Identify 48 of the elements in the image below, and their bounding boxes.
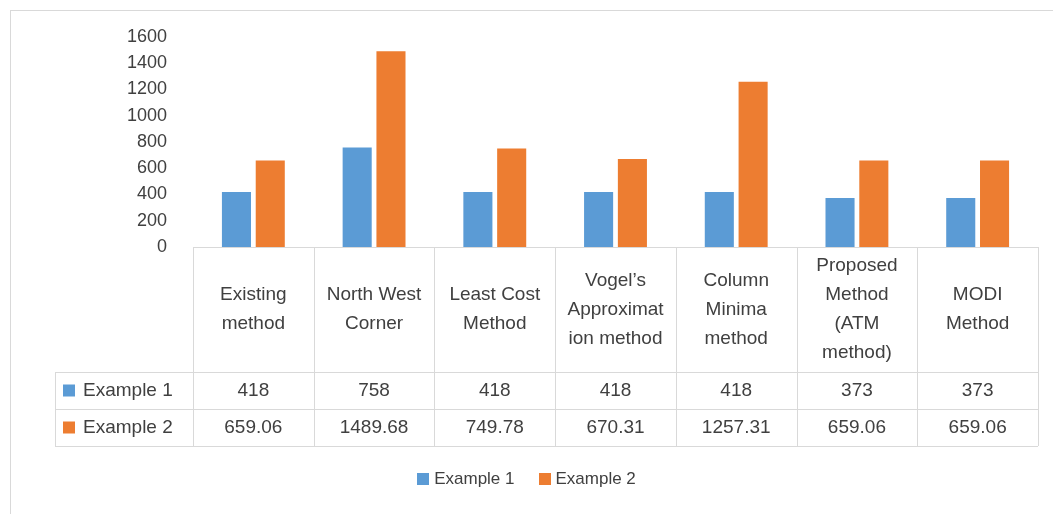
data-label: 659.06	[224, 415, 283, 437]
bar	[825, 198, 855, 247]
text: Example 2	[555, 469, 636, 488]
data-label: 373	[841, 378, 873, 400]
text: Example 1	[434, 469, 515, 488]
data-label: 659.06	[948, 415, 1007, 437]
bar	[704, 192, 734, 247]
data-label: 749.78	[465, 415, 524, 437]
data-label: 418	[720, 378, 753, 400]
legend-label: Example 2	[83, 415, 173, 437]
x-tick-label: Vogel’s Approximation method	[567, 268, 665, 348]
y-tick-label: 1600	[126, 25, 167, 46]
bar	[497, 148, 527, 247]
y-tick-label: 0	[156, 235, 167, 256]
y-tick-label: 1000	[126, 104, 167, 125]
bar	[980, 160, 1010, 247]
x-tick-label: Existing method	[220, 283, 287, 334]
bar	[738, 81, 768, 247]
y-tick-label: 1400	[126, 52, 167, 73]
bar	[859, 160, 889, 247]
legend-label: Example 1	[83, 378, 173, 400]
data-label: 373	[961, 378, 994, 400]
data-label: 670.31	[586, 415, 645, 437]
data-label: 1257.31	[701, 415, 771, 437]
x-tick-label: MODI Method	[945, 283, 1010, 334]
x-tick-label: Column Minima method	[703, 268, 769, 348]
bar	[221, 192, 251, 247]
data-label: 758	[358, 378, 390, 400]
x-tick-label: North West Corner	[326, 283, 423, 334]
y-tick-label: 1200	[126, 78, 167, 99]
data-label: 418	[478, 378, 511, 400]
data-label: 659.06	[827, 415, 886, 437]
bar	[946, 198, 976, 247]
x-tick-label: Least Cost Method	[449, 283, 541, 334]
bar	[617, 158, 647, 247]
bar	[376, 51, 406, 247]
y-tick-label: 400	[136, 183, 167, 204]
bar	[342, 147, 372, 247]
y-tick-label: 800	[136, 130, 167, 151]
bar	[584, 192, 614, 247]
y-tick-label: 200	[136, 209, 167, 230]
y-tick-label: 600	[136, 157, 167, 178]
bar	[463, 192, 493, 247]
data-label: 1489.68	[339, 415, 409, 437]
x-tick-label: Proposed Method (ATM method)	[816, 254, 898, 363]
data-label: 418	[237, 378, 270, 400]
data-label: 418	[599, 378, 632, 400]
bar	[255, 160, 285, 247]
